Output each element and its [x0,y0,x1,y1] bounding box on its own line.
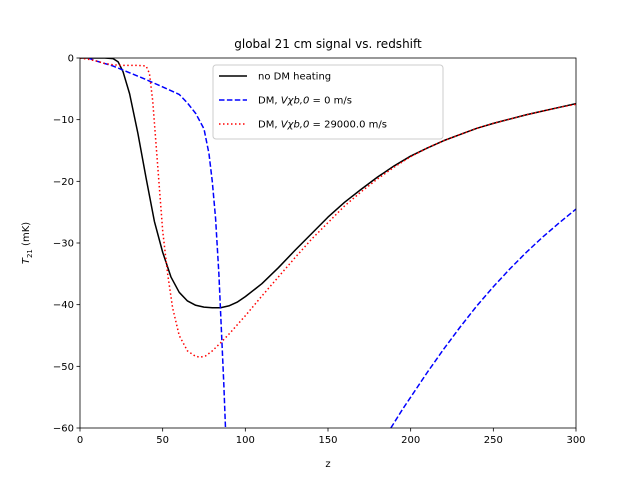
y-tick-label: 0 [68,54,74,65]
y-tick-label: −10 [53,115,74,126]
x-axis-ticks: 0 50 100 150 200 250 300 [77,428,586,446]
x-tick-label: 200 [401,435,420,446]
y-axis-label-unit: (mK) [21,222,32,249]
x-tick-label: 300 [566,435,585,446]
x-tick-label: 150 [318,435,337,446]
legend-box [212,64,444,140]
y-tick-label: −50 [53,362,74,373]
y-tick-label: −20 [53,177,74,188]
chart-title: global 21 cm signal vs. redshift [234,37,422,51]
legend-label-1: no DM heating [258,72,331,83]
x-tick-label: 0 [77,435,83,446]
x-tick-label: 100 [236,435,255,446]
legend-label-3: DM, Vχb,0 = 29000.0 m/s [258,120,387,131]
x-tick-label: 50 [156,435,169,446]
x-tick-label: 250 [484,435,503,446]
y-axis-label-subscript: 21 [26,249,34,258]
series-line-2-part-2 [390,208,576,428]
y-axis-label: T21 (mK) [21,222,34,264]
series-line-3 [80,58,576,358]
y-tick-label: −60 [53,424,74,435]
series-line-2-part-1 [88,58,227,428]
x-axis-label: z [325,459,330,470]
y-axis-label-symbol: T [21,257,32,264]
series-layer [80,58,576,428]
y-axis-ticks: 0 −10 −20 −30 −40 −50 −60 [53,54,80,435]
legend: no DM heating DM, Vχb,0 = 0 m/s DM, Vχb,0 … [212,64,444,140]
legend-label-2: DM, Vχb,0 = 0 m/s [258,96,352,107]
y-tick-label: −30 [53,239,74,250]
y-tick-label: −40 [53,300,74,311]
